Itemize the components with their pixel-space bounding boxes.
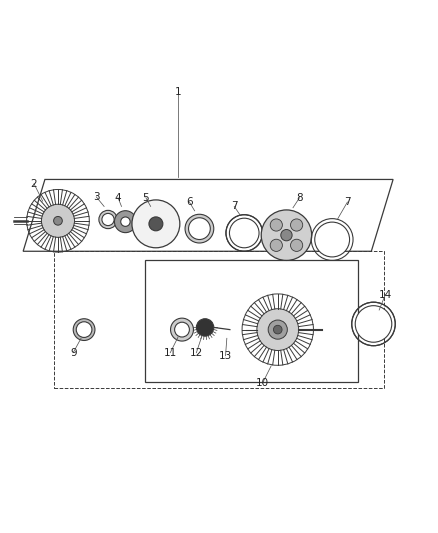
Ellipse shape [42,204,74,237]
Text: 4: 4 [115,193,121,203]
Ellipse shape [268,320,287,339]
Text: 9: 9 [70,348,77,358]
Ellipse shape [290,219,303,231]
Text: 6: 6 [186,197,193,207]
Text: 1: 1 [174,87,181,98]
Ellipse shape [270,239,283,252]
Ellipse shape [114,211,136,232]
Text: 13: 13 [219,351,232,361]
Ellipse shape [149,217,163,231]
Ellipse shape [315,222,350,257]
Text: 7: 7 [344,197,351,207]
Ellipse shape [99,211,117,229]
Ellipse shape [102,213,114,225]
Ellipse shape [175,322,189,337]
Ellipse shape [273,325,282,334]
Text: 14: 14 [378,290,392,300]
Text: 3: 3 [93,192,99,202]
Text: 12: 12 [190,348,203,358]
Ellipse shape [121,217,130,227]
Ellipse shape [185,214,214,243]
Ellipse shape [281,230,292,241]
Ellipse shape [270,219,283,231]
Ellipse shape [53,216,62,225]
Ellipse shape [132,200,180,248]
Text: 11: 11 [164,348,177,358]
Ellipse shape [290,239,303,252]
Text: 5: 5 [143,193,149,203]
Text: 2: 2 [31,179,37,189]
Ellipse shape [170,318,194,341]
Text: 10: 10 [256,378,269,388]
Ellipse shape [73,319,95,341]
Text: 7: 7 [231,201,237,212]
Ellipse shape [188,218,210,239]
Text: 8: 8 [296,193,303,203]
Ellipse shape [196,319,214,336]
Ellipse shape [257,309,299,351]
Ellipse shape [355,305,392,342]
Ellipse shape [230,218,259,248]
Ellipse shape [261,210,312,261]
Ellipse shape [76,322,92,337]
